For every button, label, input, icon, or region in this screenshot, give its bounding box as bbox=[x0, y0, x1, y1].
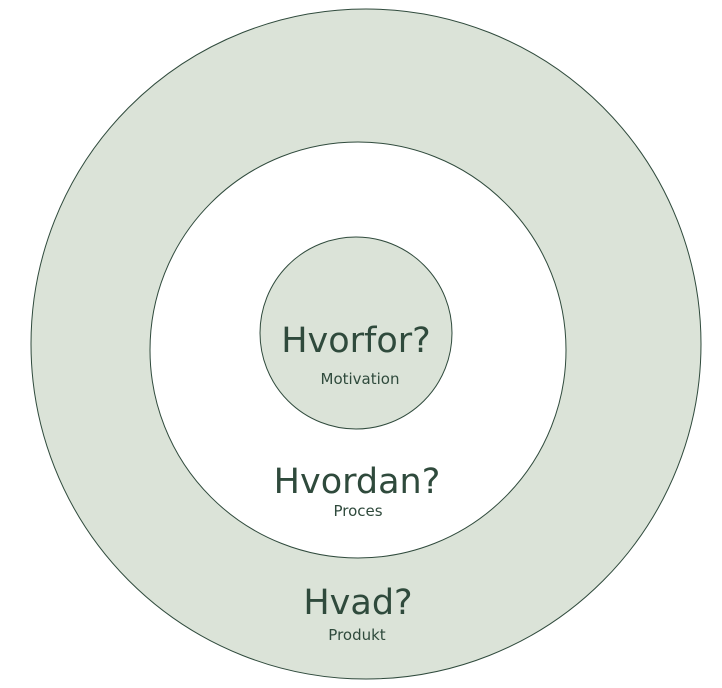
inner-circle-title: Hvorfor? bbox=[281, 321, 431, 361]
inner-circle bbox=[259, 236, 453, 430]
outer-circle-subtitle: Produkt bbox=[328, 626, 386, 644]
inner-circle-subtitle: Motivation bbox=[321, 370, 400, 388]
middle-circle-title: Hvordan? bbox=[274, 462, 441, 502]
outer-circle-title: Hvad? bbox=[303, 583, 412, 623]
middle-circle-subtitle: Proces bbox=[333, 502, 382, 520]
